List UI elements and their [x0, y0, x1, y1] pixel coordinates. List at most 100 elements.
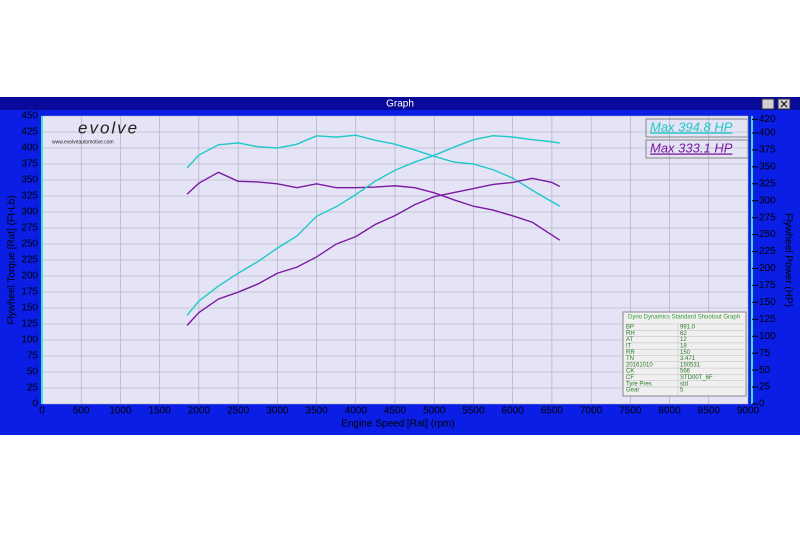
y2-tick-label: 420 — [759, 114, 776, 125]
table-cell: TN — [626, 356, 634, 362]
legend-box — [645, 139, 749, 159]
y2-axis-title: Flywheel Power (HP) — [782, 213, 793, 307]
table-cell: 12 — [680, 337, 687, 343]
table-cell: 150 — [680, 350, 691, 356]
y-tick-label: 425 — [21, 127, 38, 138]
x-tick-label: 1500 — [149, 406, 172, 417]
y-tick-label: 300 — [21, 207, 38, 218]
table-cell: IT — [626, 343, 632, 349]
y-tick-label: 150 — [21, 303, 38, 314]
y-tick-label: 50 — [27, 367, 39, 378]
x-tick-label: 4000 — [345, 406, 368, 417]
x-tick-label: 3500 — [305, 406, 328, 417]
table-cell: 20161010 — [626, 362, 653, 368]
y2-tick-label: 400 — [759, 128, 776, 139]
restore-button[interactable] — [761, 98, 775, 110]
y2-tick-label: 150 — [759, 297, 776, 308]
table-cell: CF — [626, 375, 634, 381]
table-cell: 5 — [680, 388, 684, 394]
y2-tick-label: 300 — [759, 195, 776, 206]
y2-tick-label: 250 — [759, 229, 776, 240]
y2-tick-label: 50 — [759, 365, 771, 376]
y-tick-label: 200 — [21, 271, 38, 282]
x-tick-label: 6000 — [502, 406, 525, 417]
legend-entry: Max 394.8 HP — [650, 119, 733, 134]
y2-tick-label: 25 — [759, 382, 771, 393]
y-tick-label: 275 — [21, 223, 38, 234]
x-tick-label: 8000 — [658, 406, 681, 417]
y-tick-label: 400 — [21, 143, 38, 154]
logo-url: www.evolveautomotive.com — [52, 139, 114, 145]
y-tick-label: 0 — [32, 399, 38, 410]
y-tick-label: 325 — [21, 191, 38, 202]
table-cell: CK — [626, 369, 634, 375]
x-tick-label: 7500 — [619, 406, 642, 417]
table-cell: 991.0 — [680, 325, 696, 331]
info-table-title: Dyno Dynamics Standard Shootout Graph — [628, 315, 740, 321]
y2-tick-label: 350 — [759, 161, 776, 172]
x-tick-label: 5000 — [423, 406, 446, 417]
x-tick-label: 7000 — [580, 406, 603, 417]
table-cell: 62 — [680, 331, 687, 337]
title-bar — [0, 97, 800, 110]
table-cell: 3.471 — [680, 356, 696, 362]
grid — [41, 115, 749, 405]
table-cell: std — [680, 381, 688, 387]
y2-tick-label: 175 — [759, 280, 776, 291]
series-line — [186, 134, 561, 207]
table-cell: RH — [626, 331, 635, 337]
y2-tick-label: 100 — [759, 331, 776, 342]
y-tick-label: 125 — [21, 319, 38, 330]
x-tick-label: 2000 — [188, 406, 211, 417]
legend-box — [645, 118, 749, 138]
y-tick-label: 25 — [27, 383, 39, 394]
series-line — [186, 171, 561, 241]
close-icon — [780, 100, 788, 108]
y2-tick-label: 75 — [759, 348, 771, 359]
y2-tick-label: 375 — [759, 145, 776, 156]
y2-tick-label: 125 — [759, 314, 776, 325]
x-axis-title: Engine Speed [Rat] (rpm) — [341, 419, 454, 430]
y2-tick-label: 275 — [759, 212, 776, 223]
table-cell: Tyre Pres — [626, 381, 652, 387]
x-tick-label: 0 — [39, 406, 45, 417]
x-tick-label: 500 — [73, 406, 90, 417]
y-axis-title: Flywheel Torque [Rat] (Ft-Lb) — [7, 195, 18, 324]
y-tick-label: 225 — [21, 255, 38, 266]
logo-brand: evolve — [78, 118, 139, 137]
y2-tick-label: 200 — [759, 263, 776, 274]
x-tick-label: 3000 — [266, 406, 289, 417]
y-tick-label: 375 — [21, 159, 38, 170]
y-tick-label: 350 — [21, 175, 38, 186]
x-tick-label: 6500 — [541, 406, 564, 417]
table-cell: 18 — [680, 343, 687, 349]
table-cell: AT — [626, 337, 634, 343]
table-cell: 150531 — [680, 362, 701, 368]
table-cell: Gear — [626, 388, 639, 394]
x-tick-label: 9000 — [737, 406, 760, 417]
table-cell: BP — [626, 325, 634, 331]
x-tick-label: 5500 — [462, 406, 485, 417]
y-tick-label: 450 — [21, 111, 38, 122]
y2-tick-label: 325 — [759, 178, 776, 189]
x-tick-label: 8500 — [698, 406, 721, 417]
table-cell: STD00T_6F — [680, 375, 713, 381]
y-tick-label: 100 — [21, 335, 38, 346]
table-cell: 566 — [680, 369, 691, 375]
x-tick-label: 4500 — [384, 406, 407, 417]
y2-tick-label: 0 — [759, 399, 765, 410]
y-tick-label: 175 — [21, 287, 38, 298]
table-cell: RR — [626, 350, 635, 356]
series-line — [186, 134, 560, 316]
x-tick-label: 2500 — [227, 406, 250, 417]
series-line — [186, 177, 561, 326]
y-tick-label: 75 — [27, 351, 39, 362]
y-tick-label: 250 — [21, 239, 38, 250]
window-title: Graph — [386, 99, 414, 110]
y2-tick-label: 225 — [759, 246, 776, 257]
legend-entry: Max 333.1 HP — [650, 140, 733, 155]
info-table — [622, 311, 747, 397]
x-tick-label: 1000 — [109, 406, 132, 417]
